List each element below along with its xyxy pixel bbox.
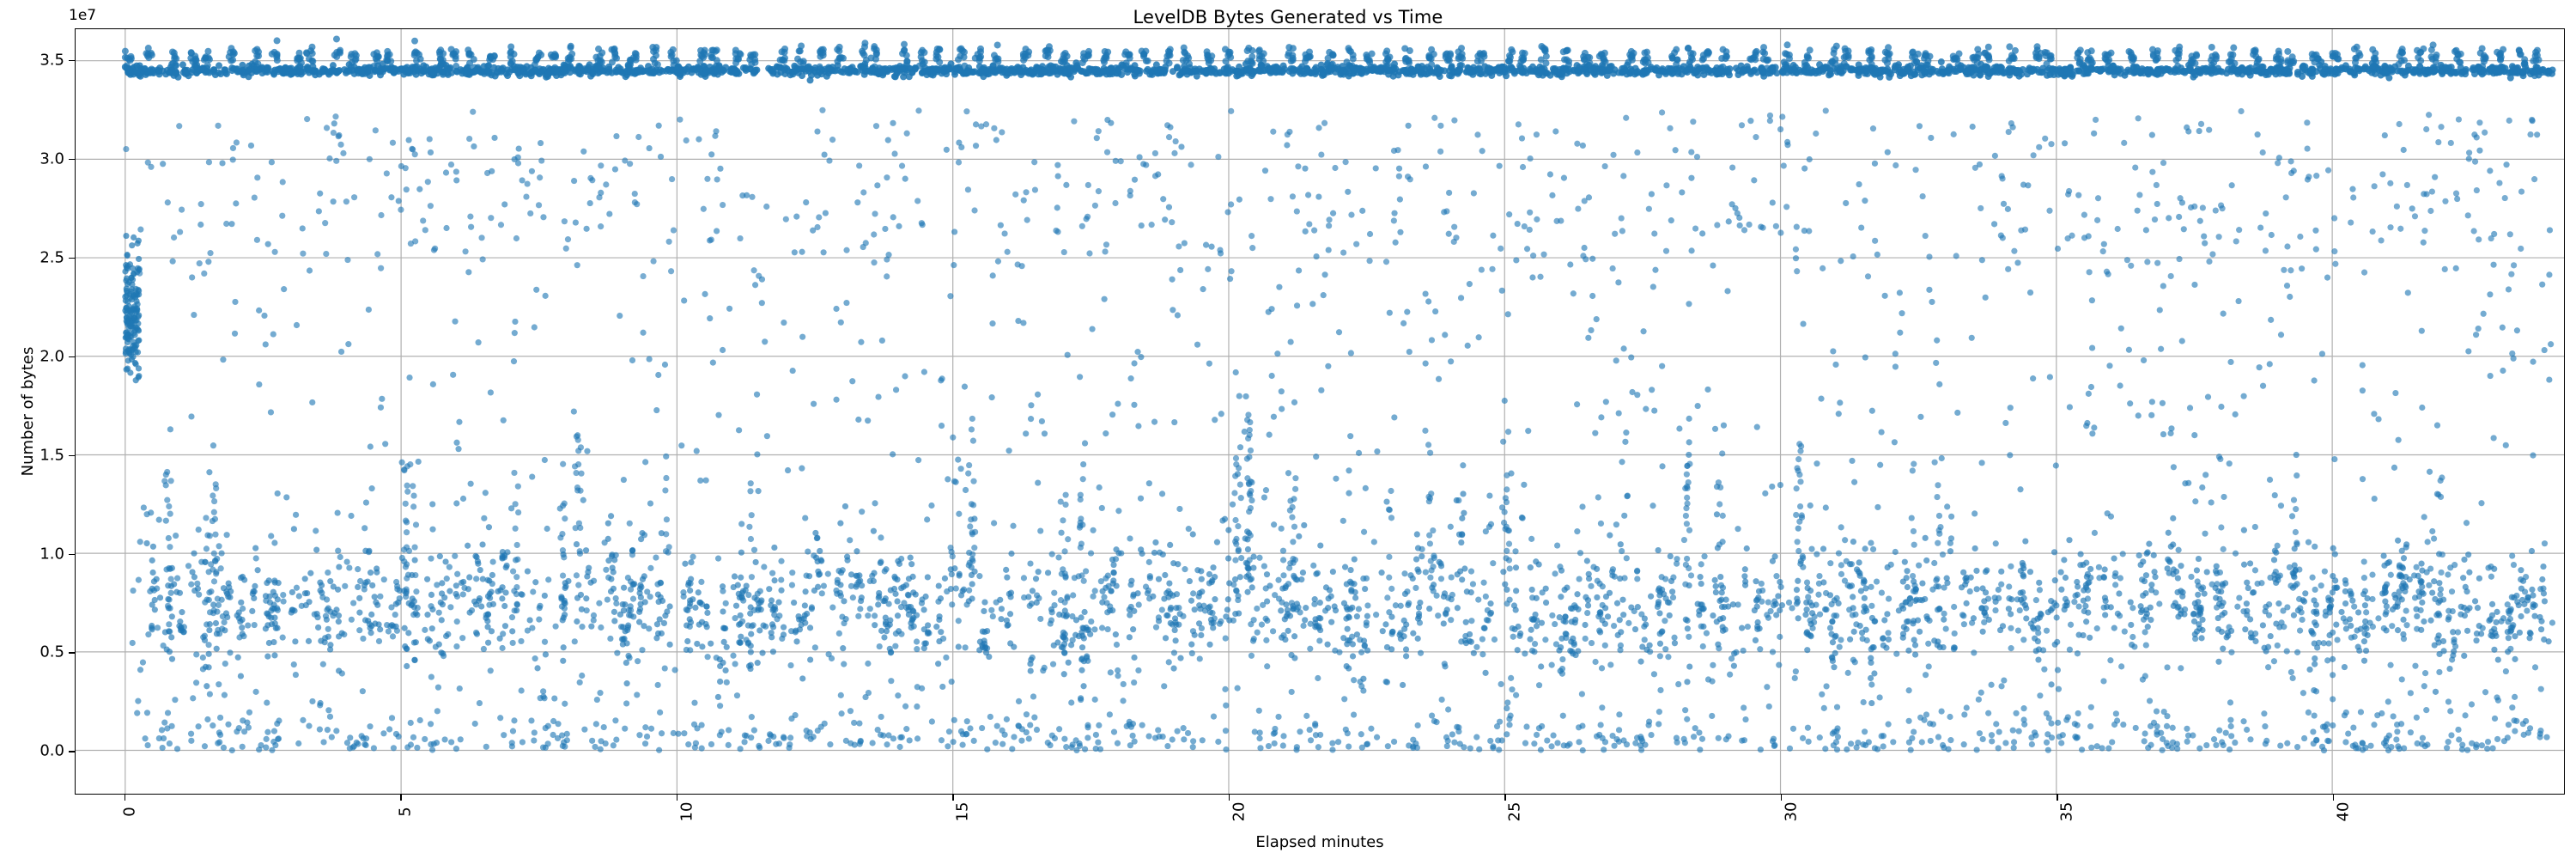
y-tick-mark — [69, 158, 75, 161]
x-tick-label: 0 — [120, 807, 139, 817]
y-tick-label: 2.0 — [39, 347, 64, 366]
x-tick-label: 15 — [953, 801, 972, 822]
x-tick-label: 5 — [397, 807, 416, 817]
x-axis-label: Elapsed minutes — [1255, 833, 1384, 851]
x-tick-mark — [1228, 795, 1230, 801]
x-tick-label: 35 — [2057, 801, 2076, 822]
x-tick-mark — [1780, 795, 1783, 801]
x-tick-mark — [952, 795, 954, 801]
x-tick-label: 40 — [2334, 801, 2353, 822]
y-tick-mark — [69, 59, 75, 62]
y-tick-label: 0.0 — [39, 741, 64, 760]
x-tick-mark — [400, 795, 402, 801]
x-tick-mark — [2332, 795, 2335, 801]
y-axis-exponent-label: 1e7 — [69, 7, 97, 24]
y-tick-label: 0.5 — [39, 643, 64, 661]
y-tick-mark — [69, 257, 75, 259]
y-tick-label: 2.5 — [39, 248, 64, 267]
y-tick-mark — [69, 751, 75, 752]
x-tick-label: 25 — [1505, 801, 1524, 822]
y-tick-mark — [69, 553, 75, 555]
y-tick-label: 3.0 — [39, 149, 64, 168]
y-axis-label: Number of bytes — [19, 346, 37, 477]
y-tick-label: 1.5 — [39, 446, 64, 465]
x-tick-mark — [1504, 795, 1506, 801]
plot-area — [75, 28, 2565, 795]
chart-title: LevelDB Bytes Generated vs Time — [1133, 7, 1443, 27]
y-tick-mark — [69, 356, 75, 357]
x-tick-label: 10 — [677, 801, 696, 822]
x-tick-label: 30 — [1782, 801, 1801, 822]
y-tick-label: 3.5 — [39, 51, 64, 70]
x-tick-label: 20 — [1230, 801, 1249, 822]
scatter-points — [121, 35, 2556, 754]
y-tick-mark — [69, 454, 75, 456]
y-tick-mark — [69, 652, 75, 654]
y-tick-label: 1.0 — [39, 545, 64, 564]
